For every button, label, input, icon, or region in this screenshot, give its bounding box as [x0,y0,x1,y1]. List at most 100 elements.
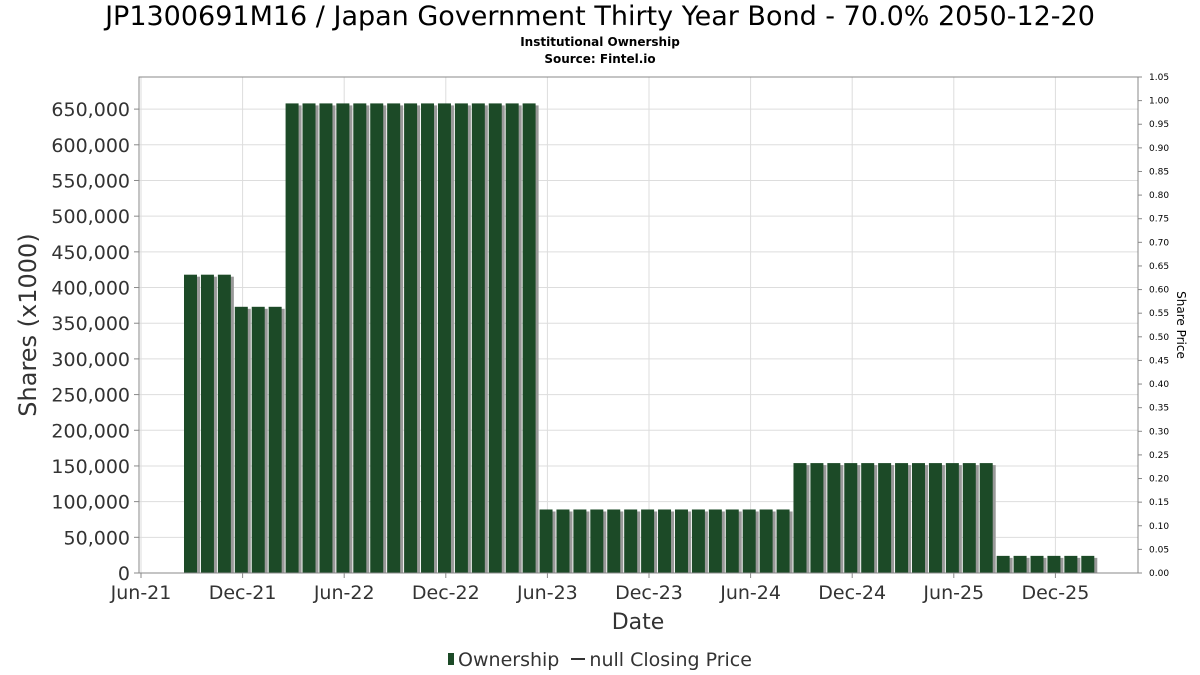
ownership-bar[interactable] [471,103,485,573]
ownership-bar[interactable] [928,463,942,573]
ownership-bar[interactable] [776,509,790,573]
y2-tick-label: 0.30 [1149,427,1169,437]
ownership-bar[interactable] [759,509,773,573]
y-tick-label: 300,000 [51,349,130,371]
y2-tick-label: 0.25 [1149,451,1169,461]
ownership-bar[interactable] [691,509,705,573]
ownership-bar[interactable] [911,463,925,573]
ownership-bar[interactable] [421,103,435,573]
y-tick-label: 500,000 [51,206,130,228]
ownership-bar[interactable] [387,103,401,573]
ownership-bar[interactable] [505,103,519,573]
ownership-bar[interactable] [674,509,688,573]
y2-tick-label: 0.15 [1149,498,1169,508]
y2-tick-label: 0.45 [1149,356,1169,366]
x-tick-label: Jun-25 [922,582,984,604]
ownership-bar[interactable] [437,103,451,573]
ownership-bar[interactable] [217,274,231,573]
y2-tick-label: 0.90 [1149,144,1169,154]
y2-axis-label: Share Price [1174,291,1188,359]
x-tick-label: Dec-21 [209,582,277,604]
y2-tick-label: 0.60 [1149,286,1169,296]
ownership-bar[interactable] [827,463,841,573]
ownership-bar[interactable] [1064,555,1078,573]
ownership-bar[interactable] [353,103,367,573]
y2-tick-label: 1.05 [1149,73,1169,83]
y2-tick-label: 0.65 [1149,262,1169,272]
y2-tick-label: 0.10 [1149,522,1169,532]
ownership-bar[interactable] [488,103,502,573]
ownership-bar[interactable] [725,509,739,573]
ownership-bar[interactable] [285,103,299,573]
ownership-bar[interactable] [878,463,892,573]
ownership-bar[interactable] [945,463,959,573]
ownership-bar[interactable] [962,463,976,573]
x-tick-label: Jun-21 [110,582,172,604]
y-tick-label: 150,000 [51,456,130,478]
y2-tick-label: 1.00 [1149,97,1169,107]
chart-subtitle-ownership: Institutional Ownership [520,35,680,49]
y2-tick-label: 0.50 [1149,333,1169,343]
ownership-bar[interactable] [624,509,638,573]
ownership-bar[interactable] [404,103,418,573]
ownership-bar[interactable] [336,103,350,573]
y-tick-label: 650,000 [51,99,130,121]
ownership-bar[interactable] [810,463,824,573]
x-axis-label: Date [612,610,665,635]
ownership-bar[interactable] [234,306,248,573]
y-tick-label: 550,000 [51,170,130,192]
x-tick-label: Dec-24 [818,582,886,604]
ownership-bar[interactable] [1081,555,1095,573]
ownership-bar[interactable] [590,509,604,573]
legend-price-label: null Closing Price [589,648,752,671]
y2-tick-label: 0.55 [1149,309,1169,319]
ownership-bar[interactable] [522,103,536,573]
ownership-bar[interactable] [573,509,587,573]
ownership-bar[interactable] [268,306,282,573]
legend-ownership[interactable]: Ownership [448,649,559,671]
ownership-bar[interactable] [996,555,1010,573]
legend-price[interactable]: null Closing Price [565,649,752,671]
y2-tick-label: 0.00 [1149,569,1169,579]
chart-subtitle-source: Source: Fintel.io [544,52,656,66]
ownership-bar[interactable] [793,463,807,573]
ownership-bar[interactable] [251,306,265,573]
x-tick-label: Jun-23 [516,582,578,604]
chart-legend: Ownership null Closing Price [0,648,1200,671]
ownership-bar[interactable] [641,509,655,573]
ownership-bar[interactable] [302,103,316,573]
ownership-bar[interactable] [658,509,672,573]
ownership-bar[interactable] [200,274,214,573]
x-tick-label: Dec-23 [615,582,683,604]
y-tick-label: 250,000 [51,385,130,407]
ownership-bars [184,103,1098,573]
ownership-bar[interactable] [861,463,875,573]
y2-tick-label: 0.70 [1149,238,1169,248]
ownership-bar[interactable] [742,509,756,573]
y-tick-label: 0 [118,563,130,585]
ownership-bar[interactable] [370,103,384,573]
y-tick-label: 450,000 [51,242,130,264]
ownership-bar[interactable] [979,463,993,573]
y-tick-label: 200,000 [51,420,130,442]
ownership-bar[interactable] [844,463,858,573]
ownership-bar[interactable] [1047,555,1061,573]
x-axis: Jun-21 Dec-21 Jun-22 Dec-22 Jun-23 Dec-23 Jun-… [110,573,1089,604]
y2-tick-label: 0.20 [1149,475,1169,485]
x-tick-label: Dec-25 [1021,582,1089,604]
ownership-bar[interactable] [1013,555,1027,573]
y-tick-label: 400,000 [51,278,130,300]
ownership-bar[interactable] [895,463,909,573]
ownership-bar[interactable] [319,103,333,573]
ownership-bar[interactable] [454,103,468,573]
y-tick-label: 100,000 [51,492,130,514]
ownership-bar[interactable] [708,509,722,573]
ownership-bar[interactable] [556,509,570,573]
y2-tick-label: 0.75 [1149,215,1169,225]
legend-ownership-label: Ownership [458,648,560,671]
ownership-bar[interactable] [539,509,553,573]
ownership-bar[interactable] [184,274,197,573]
ownership-bar[interactable] [607,509,621,573]
ownership-bar[interactable] [1030,555,1044,573]
x-tick-label: Jun-24 [719,582,781,604]
